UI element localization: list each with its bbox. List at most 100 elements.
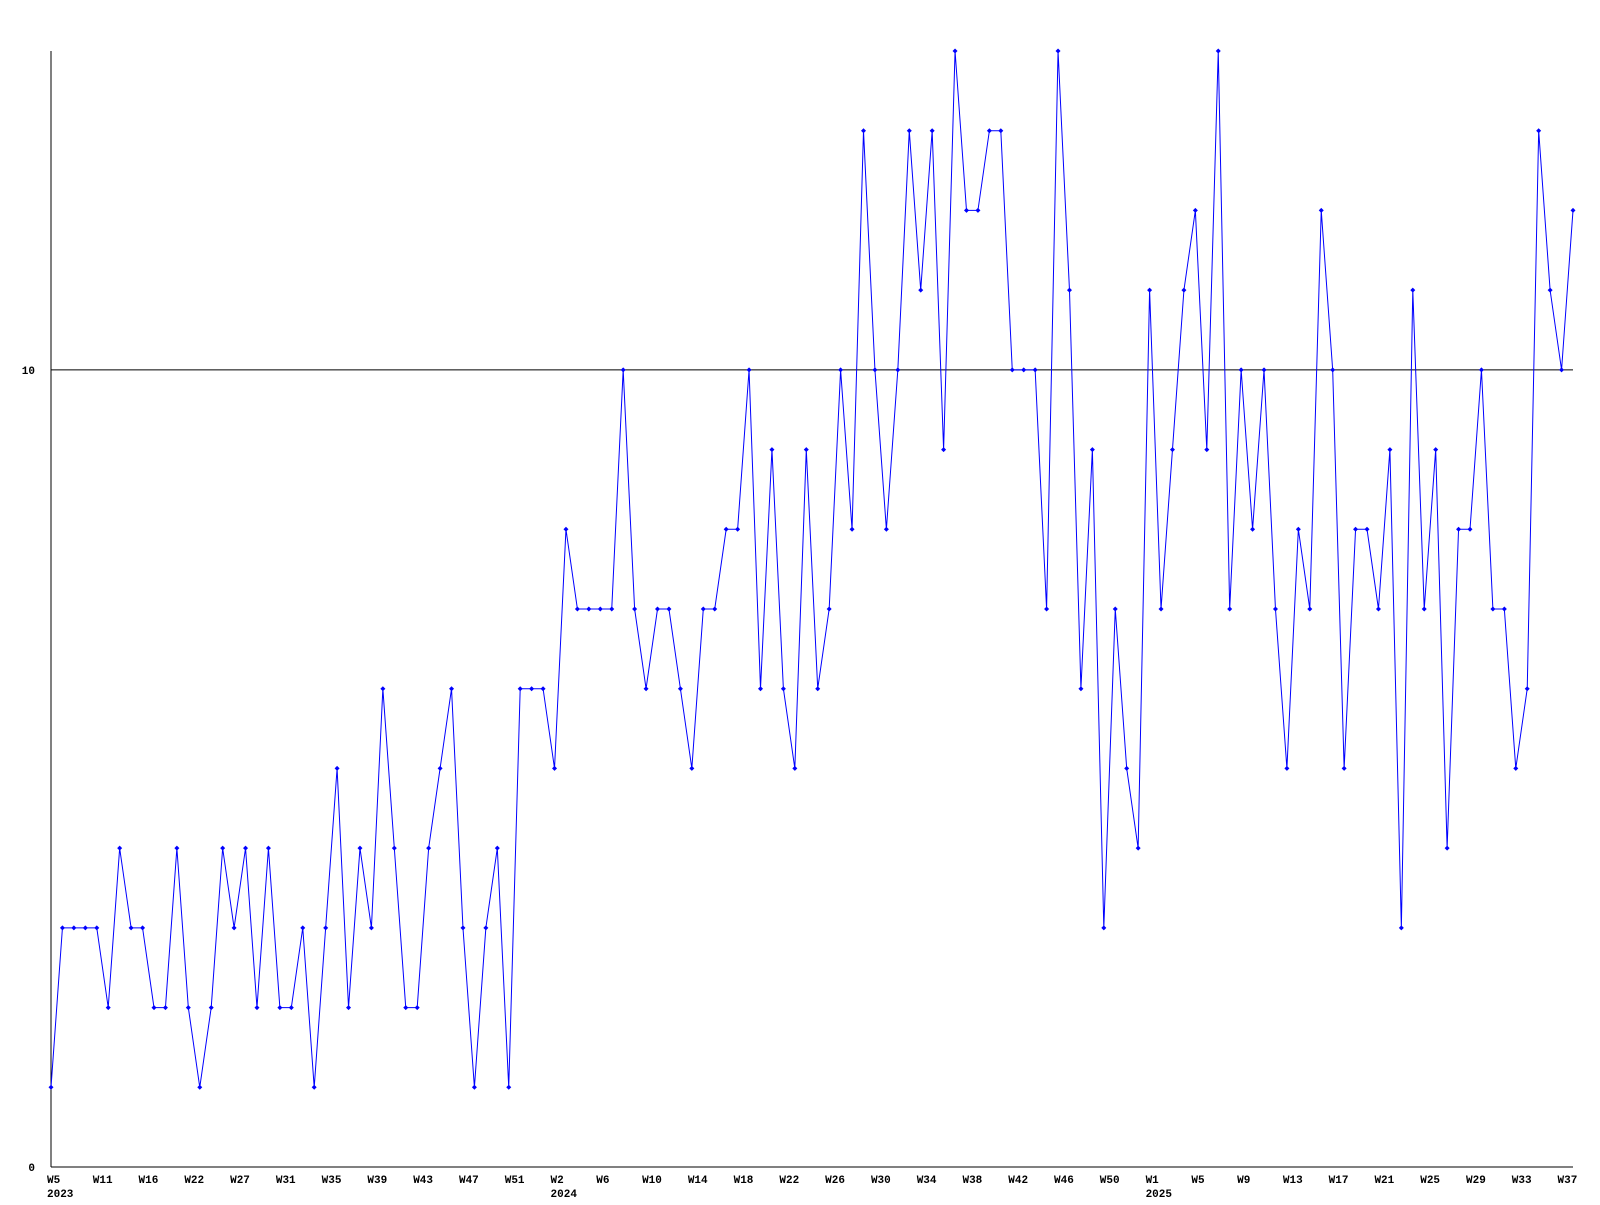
point <box>220 845 226 851</box>
point <box>323 925 329 931</box>
point <box>540 686 546 692</box>
point <box>666 606 672 612</box>
point <box>780 686 786 692</box>
x-tick-label: W34 <box>917 1175 937 1187</box>
point <box>1524 686 1530 692</box>
x-tick-label: W13 <box>1283 1175 1303 1187</box>
point <box>952 48 958 54</box>
point <box>437 765 443 771</box>
point <box>1066 287 1072 293</box>
point <box>929 128 935 134</box>
x-tick-label: W22 <box>779 1175 799 1187</box>
point <box>1467 526 1473 532</box>
point <box>1192 207 1198 213</box>
point <box>758 686 764 692</box>
point <box>803 447 809 453</box>
point <box>1375 606 1381 612</box>
point <box>1536 128 1542 134</box>
point <box>231 925 237 931</box>
x-tick-label: W33 <box>1512 1175 1532 1187</box>
point <box>517 686 523 692</box>
point <box>723 526 729 532</box>
point <box>1021 367 1027 373</box>
point <box>1444 845 1450 851</box>
x-tick-label: W39 <box>367 1175 387 1187</box>
point <box>906 128 912 134</box>
x-tick-label: W37 <box>1558 1175 1578 1187</box>
x-tick-label: W51 <box>505 1175 525 1187</box>
x-tick-label: W30 <box>871 1175 891 1187</box>
x-tick-label: W1 <box>1146 1175 1160 1187</box>
x-tick-label: W29 <box>1466 1175 1486 1187</box>
point <box>94 925 100 931</box>
point <box>552 765 558 771</box>
point <box>986 128 992 134</box>
x-tick-label: W5 <box>1191 1175 1205 1187</box>
point <box>1364 526 1370 532</box>
point <box>632 606 638 612</box>
x-tick-label: W21 <box>1374 1175 1394 1187</box>
x-tick-label: W2 <box>551 1175 564 1187</box>
point <box>609 606 615 612</box>
point <box>963 207 969 213</box>
point <box>1158 606 1164 612</box>
point <box>860 128 866 134</box>
point <box>586 606 592 612</box>
x-tick-label: W25 <box>1420 1175 1440 1187</box>
x-tick-label: W50 <box>1100 1175 1120 1187</box>
point <box>597 606 603 612</box>
x-tick-label: W47 <box>459 1175 479 1187</box>
point <box>208 1005 214 1011</box>
x-tick-label: W42 <box>1008 1175 1028 1187</box>
point <box>288 1005 294 1011</box>
point <box>128 925 134 931</box>
point <box>59 925 65 931</box>
point <box>380 686 386 692</box>
x-tick-label: W14 <box>688 1175 708 1187</box>
point <box>1204 447 1210 453</box>
point <box>574 606 580 612</box>
point <box>1284 765 1290 771</box>
point <box>449 686 455 692</box>
point <box>1398 925 1404 931</box>
point <box>151 1005 157 1011</box>
x-tick-label: W26 <box>825 1175 845 1187</box>
point <box>1547 287 1553 293</box>
point <box>735 526 741 532</box>
point <box>1055 48 1061 54</box>
point <box>815 686 821 692</box>
point <box>529 686 535 692</box>
point <box>1124 765 1130 771</box>
x-tick-label: W11 <box>93 1175 113 1187</box>
point <box>689 765 695 771</box>
point <box>1570 207 1576 213</box>
point <box>368 925 374 931</box>
point <box>1147 287 1153 293</box>
point <box>494 845 500 851</box>
point <box>174 845 180 851</box>
point <box>895 367 901 373</box>
point <box>643 686 649 692</box>
point <box>849 526 855 532</box>
point <box>1421 606 1427 612</box>
point <box>1238 367 1244 373</box>
x-tick-label: W5 <box>47 1175 61 1187</box>
x-year-label: 2025 <box>1146 1189 1173 1200</box>
point <box>1250 526 1256 532</box>
point <box>471 1084 477 1090</box>
point <box>357 845 363 851</box>
x-year-label: 2024 <box>551 1189 578 1200</box>
point <box>48 1084 54 1090</box>
point <box>918 287 924 293</box>
point <box>792 765 798 771</box>
x-tick-label: W18 <box>734 1175 754 1187</box>
point <box>883 526 889 532</box>
point <box>391 845 397 851</box>
point <box>998 128 1004 134</box>
point <box>1089 447 1095 453</box>
point <box>1318 207 1324 213</box>
point <box>1169 447 1175 453</box>
point <box>162 1005 168 1011</box>
